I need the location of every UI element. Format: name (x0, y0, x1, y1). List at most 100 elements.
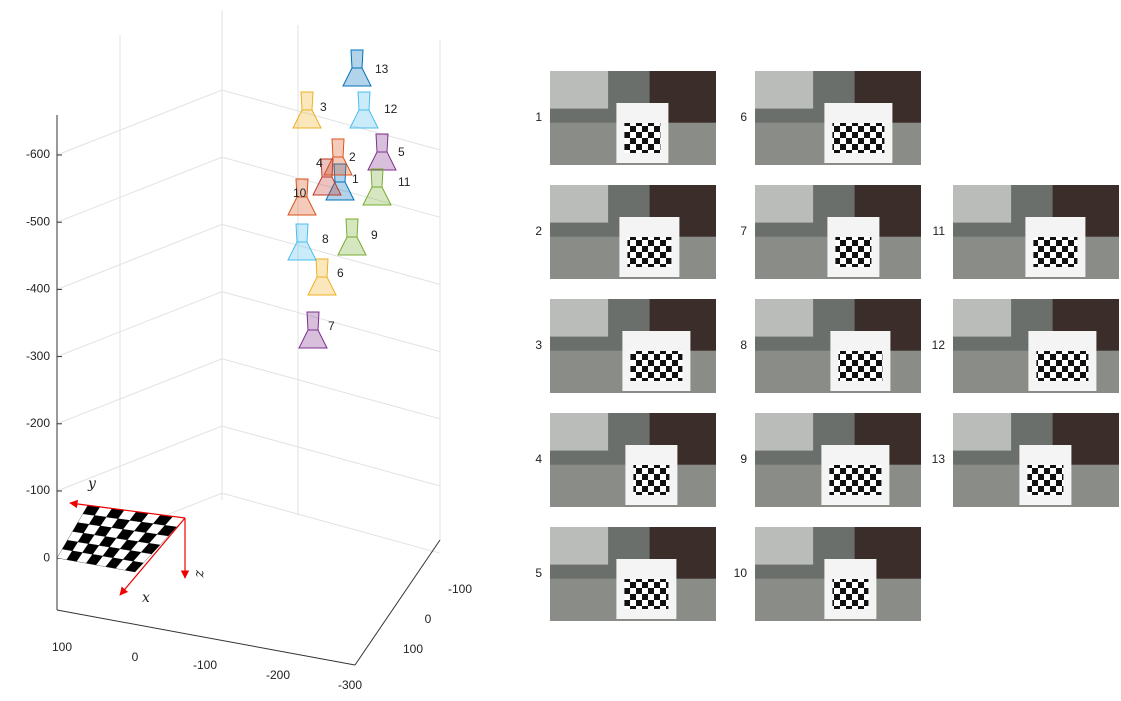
z-tick-label: 0 (43, 550, 50, 564)
camera-lens (288, 242, 316, 260)
x-tick-label: 0 (132, 650, 139, 664)
camera-body (321, 159, 333, 177)
photo-wall (550, 185, 608, 223)
x-axis (57, 610, 355, 665)
photo-wall (550, 299, 608, 337)
thumbnail: 12 (932, 299, 1119, 393)
figure: -600-500-400-300-200-10001000-100-200-30… (0, 0, 1121, 696)
grid-line (57, 292, 440, 357)
thumbnail: 4 (535, 413, 716, 507)
photo-wall (550, 413, 608, 451)
z-tick-label: -500 (26, 214, 50, 228)
pose-plot: -600-500-400-300-200-10001000-100-200-30… (26, 10, 472, 692)
camera-lens (293, 110, 321, 128)
y-tick-label: -100 (448, 582, 472, 596)
board-pattern (832, 123, 884, 153)
camera-body (301, 92, 313, 110)
camera-label: 11 (398, 175, 411, 189)
camera-label: 5 (398, 145, 405, 159)
board-pattern (630, 351, 682, 381)
z-tick-label: -100 (26, 483, 50, 497)
board-pattern (829, 465, 881, 495)
thumbnail: 13 (932, 413, 1119, 507)
grid-line (57, 359, 440, 424)
thumbnail: 7 (740, 185, 921, 279)
thumbnail: 2 (535, 185, 716, 279)
camera-body (358, 92, 370, 110)
camera-body (307, 312, 319, 330)
board-pattern (835, 237, 871, 267)
thumbnail: 10 (734, 527, 921, 621)
camera-label: 6 (337, 266, 344, 280)
axis-label: y (87, 476, 97, 492)
board-pattern (832, 579, 868, 609)
image-label: 3 (535, 338, 542, 352)
board-pattern (624, 579, 668, 609)
thumbnail: 6 (740, 71, 921, 165)
camera: 11 (363, 169, 411, 205)
image-label: 7 (740, 224, 747, 238)
camera-body (346, 219, 358, 237)
camera: 13 (343, 50, 389, 86)
image-label: 6 (740, 110, 747, 124)
camera-label: 4 (316, 156, 323, 170)
camera-label: 13 (375, 62, 389, 76)
grid-line (57, 224, 440, 289)
camera-lens (368, 152, 396, 170)
camera-label: 8 (322, 232, 329, 246)
image-label: 5 (535, 566, 542, 580)
camera: 10 (288, 179, 316, 215)
axis-label: z (192, 569, 208, 578)
board-pattern (633, 465, 669, 495)
x-tick-label: -300 (338, 678, 362, 692)
board-pattern (1036, 351, 1088, 381)
camera-label: 7 (328, 319, 335, 333)
photo-wall (755, 527, 813, 565)
grid-line (57, 426, 440, 491)
camera-body (371, 169, 383, 187)
camera-lens (299, 330, 327, 348)
camera-lens (343, 68, 371, 86)
camera-label: 10 (293, 186, 307, 200)
image-label: 12 (932, 338, 946, 352)
image-label: 4 (535, 452, 542, 466)
camera: 9 (338, 219, 378, 255)
image-label: 1 (535, 110, 542, 124)
camera: 12 (350, 92, 398, 128)
thumbnail: 11 (933, 185, 1119, 279)
camera-lens (338, 237, 366, 255)
thumbnail: 8 (740, 299, 921, 393)
photo-wall (953, 185, 1011, 223)
camera: 5 (368, 134, 405, 170)
camera-body (296, 224, 308, 242)
board-pattern (624, 123, 660, 153)
z-tick-label: -200 (26, 416, 50, 430)
y-tick-label: 100 (403, 642, 423, 656)
board-pattern (627, 237, 671, 267)
photo-wall (755, 185, 813, 223)
camera-label: 3 (320, 100, 327, 114)
camera-lens (350, 110, 378, 128)
x-tick-label: -200 (266, 668, 290, 682)
camera-lens (308, 277, 336, 295)
thumbnail: 9 (740, 413, 921, 507)
photo-wall (755, 71, 813, 109)
thumbnail: 5 (535, 527, 716, 621)
camera-label: 2 (349, 150, 356, 164)
image-label: 13 (932, 452, 946, 466)
image-label: 8 (740, 338, 747, 352)
camera-body (376, 134, 388, 152)
camera-label: 12 (384, 102, 398, 116)
camera-label: 1 (352, 172, 359, 186)
z-tick-label: -400 (26, 282, 50, 296)
camera-label: 9 (371, 228, 378, 242)
z-tick-label: -300 (26, 349, 50, 363)
y-tick-label: 0 (425, 612, 432, 626)
photo-wall (550, 71, 608, 109)
axis-label: x (142, 590, 150, 606)
camera-lens (363, 187, 391, 205)
camera: 6 (308, 259, 344, 295)
y-axis (355, 540, 440, 665)
photo-wall (755, 299, 813, 337)
board-pattern (1027, 465, 1063, 495)
